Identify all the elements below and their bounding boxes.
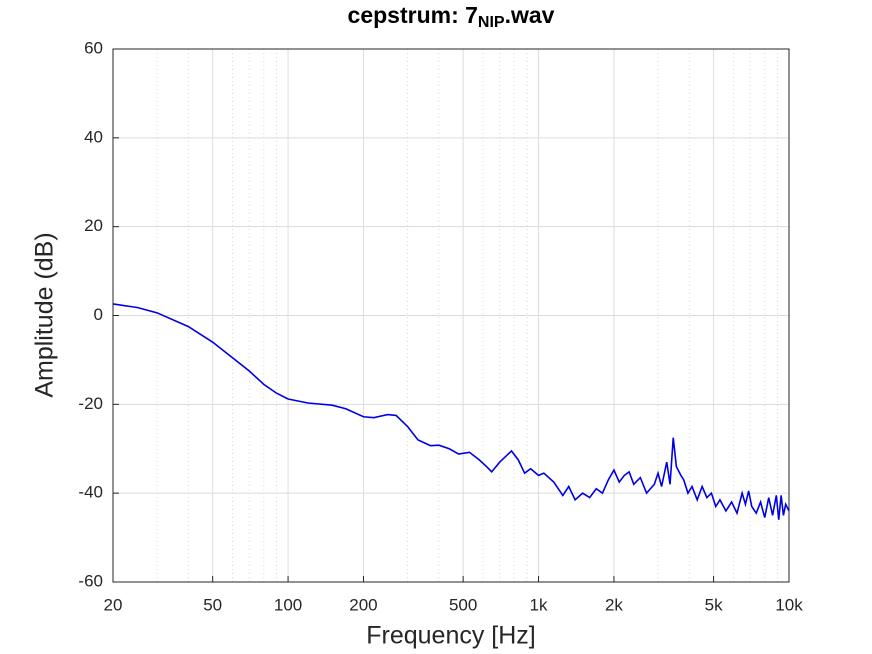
- x-tick-label: 1k: [530, 595, 548, 614]
- y-tick-label: 20: [84, 216, 103, 235]
- y-tick-label: 0: [94, 305, 103, 324]
- y-tick-label: -20: [78, 394, 103, 413]
- y-axis-label: Amplitude (dB): [31, 232, 59, 397]
- chart-title: cepstrum: 7NIP.wav: [348, 2, 555, 31]
- x-tick-label: 5k: [705, 595, 723, 614]
- x-tick-label: 50: [203, 595, 222, 614]
- title-end: .wav: [505, 2, 555, 28]
- title-main: cepstrum: 7: [348, 2, 478, 28]
- y-tick-label: -40: [78, 483, 103, 502]
- x-tick-label: 100: [274, 595, 302, 614]
- x-tick-label: 2k: [605, 595, 623, 614]
- data-line: [112, 303, 790, 520]
- axes-box: [112, 48, 790, 583]
- y-tick-label: 40: [84, 127, 103, 146]
- title-subscript: NIP: [478, 14, 505, 31]
- x-tick-label: 200: [349, 595, 377, 614]
- y-tick-label: -60: [78, 571, 103, 590]
- x-tick-label: 500: [449, 595, 477, 614]
- x-axis-label: Frequency [Hz]: [366, 622, 536, 650]
- x-tick-label: 20: [104, 595, 123, 614]
- x-tick-label: 10k: [775, 595, 803, 614]
- y-tick-label: 60: [84, 38, 103, 57]
